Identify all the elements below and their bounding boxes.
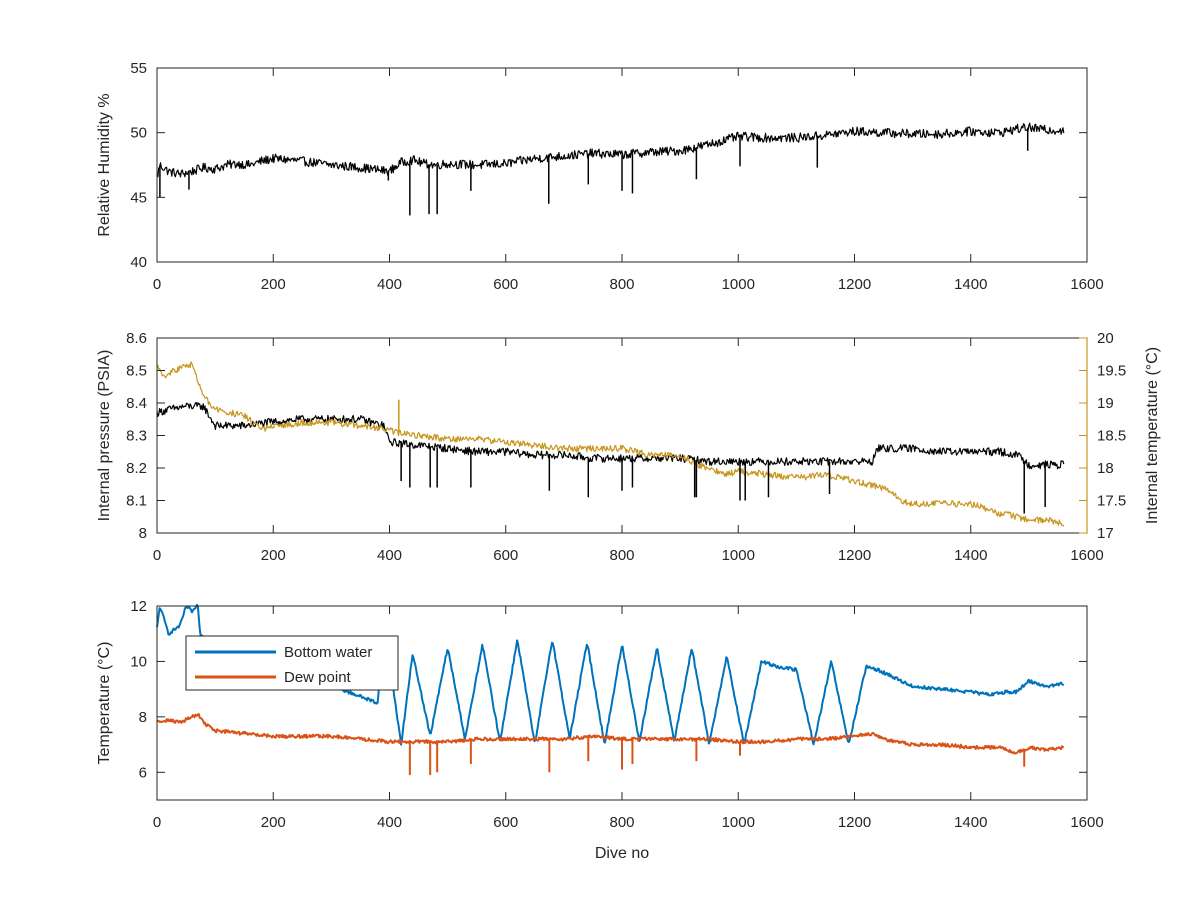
- y2-tick-label: 18: [1097, 460, 1114, 477]
- x-tick-label: 1000: [722, 547, 755, 564]
- legend-entry: Bottom water: [284, 644, 372, 661]
- series-line-main: [156, 122, 1065, 178]
- y-tick-label: 10: [130, 653, 147, 670]
- series-line-left: [156, 401, 1065, 470]
- y-tick-label: 8.2: [126, 460, 147, 477]
- x-tick-label: 200: [261, 814, 286, 831]
- y-tick-label: 8.6: [126, 330, 147, 347]
- x-tick-label: 400: [377, 547, 402, 564]
- legend: Bottom water Dew point: [185, 635, 399, 691]
- x-tick-label: 800: [609, 276, 634, 293]
- temperature-panel: 0 200 400 600 800 1000 1200 1400 1600 6 8 10 12 Tempe…: [96, 598, 1104, 862]
- pressure-temperature-panel: 0 200 400 600 800 1000 1200 1400 1600 8 8.1 8.2 8.3 8…: [96, 330, 1161, 564]
- y-tick-label: 8.4: [126, 395, 147, 412]
- x-tick-label: 600: [493, 276, 518, 293]
- y-tick-label: 8.1: [126, 493, 147, 510]
- legend-entry: Dew point: [284, 669, 352, 686]
- y-tick-label: 8: [139, 709, 147, 726]
- x-tick-label: 1200: [838, 814, 871, 831]
- y-axis-label: Internal pressure (PSIA): [96, 350, 113, 522]
- y2-tick-label: 17: [1097, 525, 1114, 542]
- x-tick-label: 600: [493, 547, 518, 564]
- x-tick-label: 400: [377, 814, 402, 831]
- x-tick-label: 1600: [1070, 276, 1103, 293]
- y-tick-label: 50: [130, 125, 147, 142]
- x-tick-label: 600: [493, 814, 518, 831]
- x-tick-label: 1400: [954, 547, 987, 564]
- y-tick-label: 8.3: [126, 428, 147, 445]
- x-tick-label: 1400: [954, 276, 987, 293]
- axes-frame: [156, 605, 1088, 801]
- x-tick-label: 800: [609, 814, 634, 831]
- y-tick-label: 45: [130, 189, 147, 206]
- x-tick-label: 1600: [1070, 814, 1103, 831]
- y2-tick-label: 17.5: [1097, 493, 1126, 510]
- x-tick-label: 200: [261, 547, 286, 564]
- series-line-dew-point: [156, 713, 1064, 755]
- x-tick-label: 1200: [838, 547, 871, 564]
- y2-tick-label: 18.5: [1097, 428, 1126, 445]
- x-tick-label: 0: [153, 814, 161, 831]
- y2-tick-label: 19.5: [1097, 363, 1126, 380]
- legend-box: [185, 635, 399, 691]
- y2-axis-label: Internal temperature (°C): [1144, 347, 1161, 524]
- y-tick-label: 55: [130, 60, 147, 77]
- y-tick-label: 40: [130, 254, 147, 271]
- y-tick-label: 12: [130, 598, 147, 615]
- y-axis-label: Temperature (°C): [96, 642, 113, 765]
- y2-tick-label: 20: [1097, 330, 1114, 347]
- x-tick-label: 0: [153, 547, 161, 564]
- y-tick-label: 6: [139, 764, 147, 781]
- x-tick-label: 800: [609, 547, 634, 564]
- x-tick-label: 1200: [838, 276, 871, 293]
- series-line-right: [156, 361, 1065, 527]
- y-tick-label: 8.5: [126, 363, 147, 380]
- y-axis-label: Relative Humidity %: [96, 93, 113, 236]
- y-tick-label: 8: [139, 525, 147, 542]
- x-tick-label: 1000: [722, 814, 755, 831]
- x-tick-label: 400: [377, 276, 402, 293]
- x-tick-label: 0: [153, 276, 161, 293]
- x-axis-label: Dive no: [595, 845, 649, 862]
- x-tick-label: 200: [261, 276, 286, 293]
- y2-tick-label: 19: [1097, 395, 1114, 412]
- x-tick-label: 1400: [954, 814, 987, 831]
- x-tick-label: 1000: [722, 276, 755, 293]
- humidity-panel: 0 200 400 600 800 1000 1200 1400 1600 40 45 50 55 Rel…: [96, 60, 1104, 293]
- x-tick-label: 1600: [1070, 547, 1103, 564]
